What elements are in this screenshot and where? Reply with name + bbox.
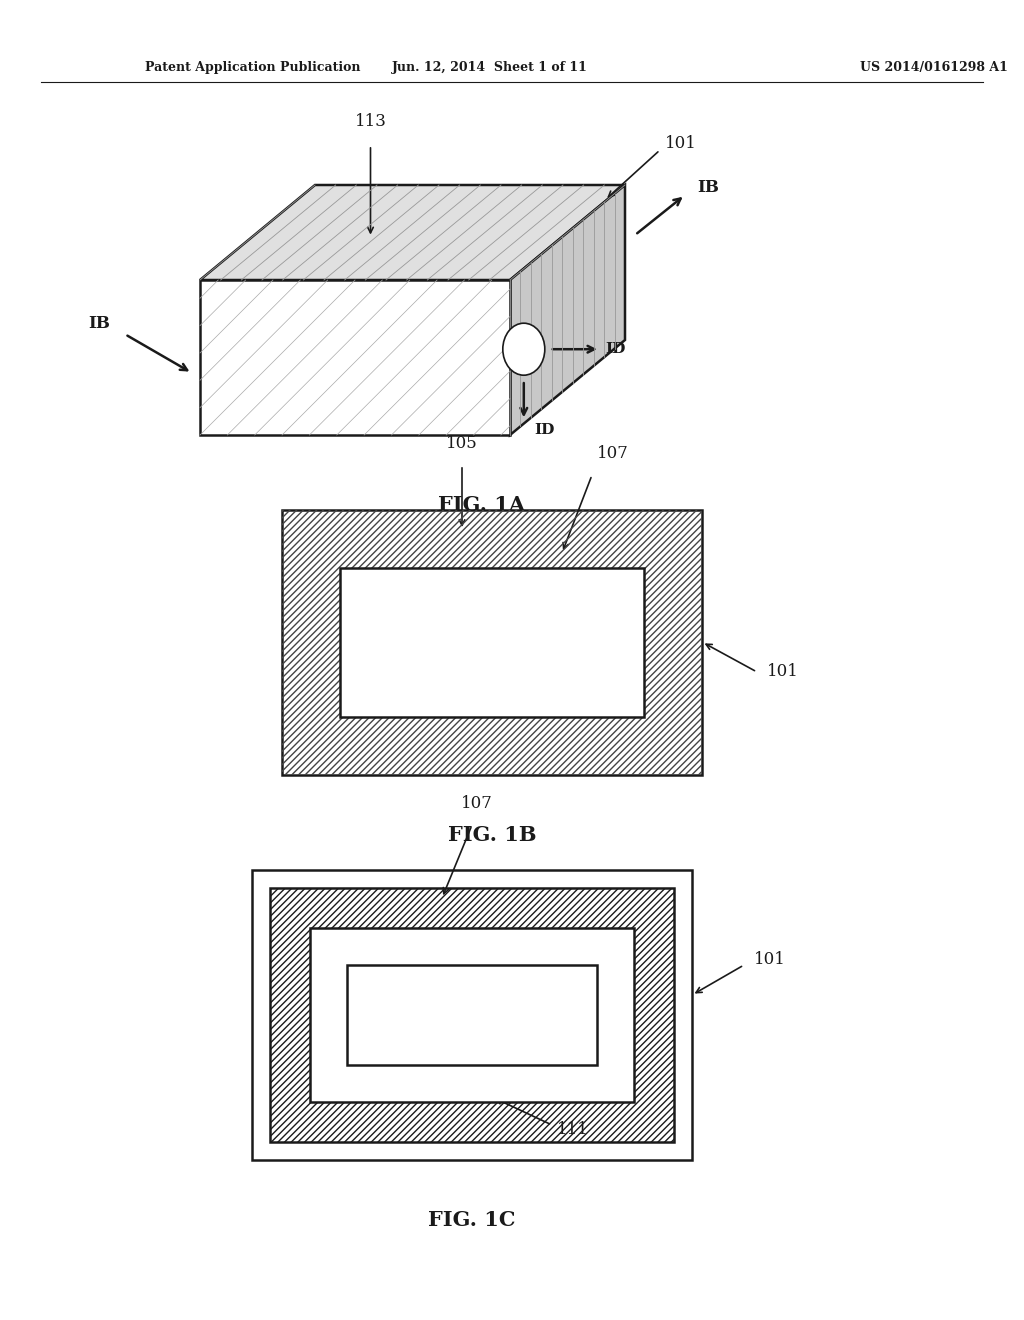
Text: Patent Application Publication: Patent Application Publication — [145, 62, 360, 74]
Text: 107: 107 — [597, 445, 629, 462]
Text: ID: ID — [534, 424, 554, 437]
Text: 111: 111 — [557, 1122, 589, 1138]
Polygon shape — [200, 185, 625, 280]
Text: 101: 101 — [767, 664, 799, 681]
Text: 101: 101 — [754, 952, 785, 969]
Text: 113: 113 — [354, 114, 386, 129]
Bar — [270, 888, 674, 1142]
Polygon shape — [510, 185, 625, 436]
Ellipse shape — [503, 323, 545, 375]
Bar — [347, 965, 597, 1065]
Text: IB: IB — [88, 315, 110, 331]
Bar — [282, 510, 702, 775]
Text: ID: ID — [605, 342, 626, 356]
Text: FIG. 1A: FIG. 1A — [438, 495, 525, 515]
Bar — [282, 510, 702, 775]
Bar — [310, 928, 634, 1102]
Text: FIG. 1C: FIG. 1C — [428, 1210, 516, 1230]
Bar — [340, 568, 644, 717]
Text: 101: 101 — [665, 135, 697, 152]
Bar — [252, 870, 692, 1160]
Text: 107: 107 — [461, 795, 493, 812]
Text: Jun. 12, 2014  Sheet 1 of 11: Jun. 12, 2014 Sheet 1 of 11 — [392, 62, 588, 74]
Text: FIG. 1B: FIG. 1B — [447, 825, 537, 845]
Polygon shape — [200, 280, 510, 436]
Text: US 2014/0161298 A1: US 2014/0161298 A1 — [860, 62, 1008, 74]
Text: IB: IB — [697, 178, 719, 195]
Text: 105: 105 — [446, 436, 478, 451]
